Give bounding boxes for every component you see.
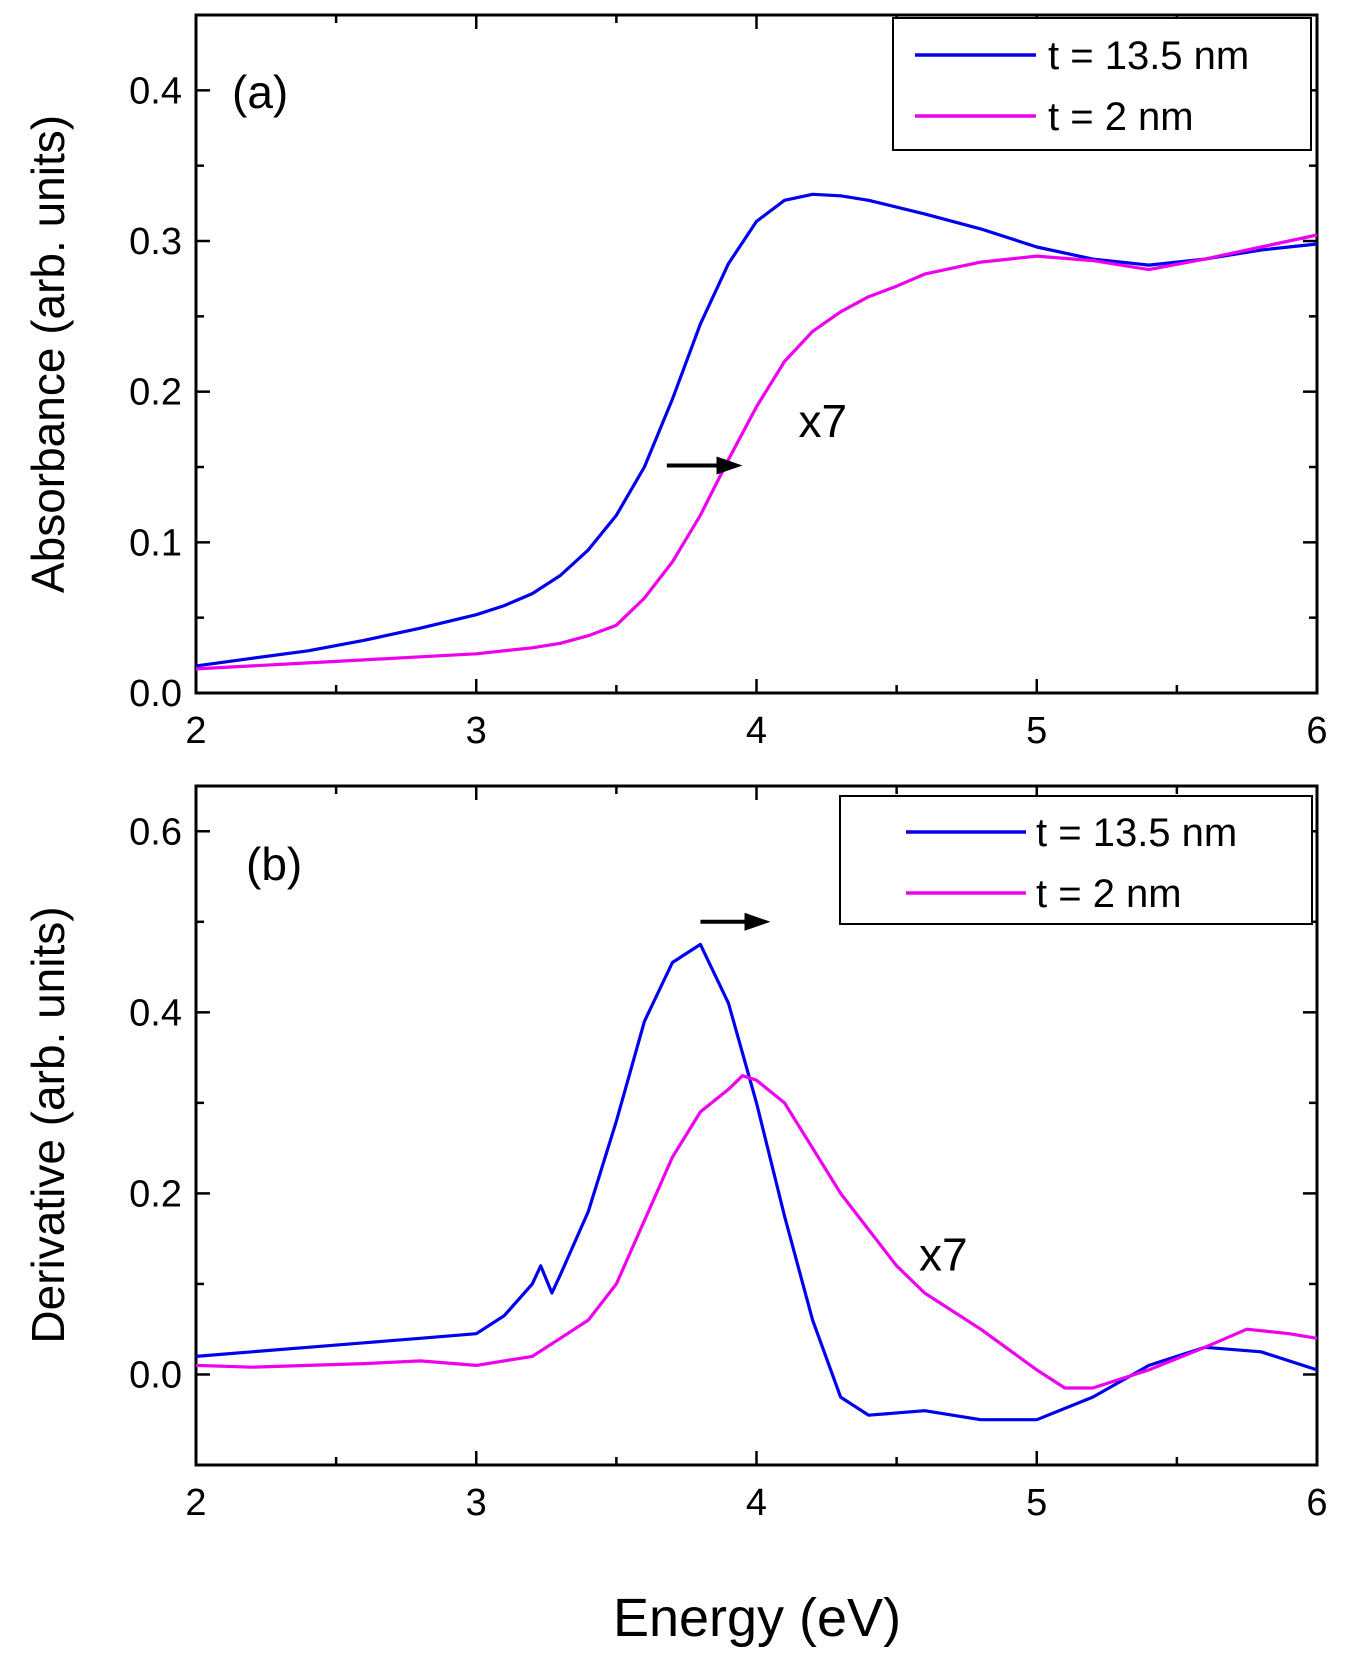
y-tick-label: 0.1 [129,522,182,564]
panel-b-y-tick-labels: 0.0 0.2 0.4 0.6 [129,811,182,1396]
x-tick-label: 3 [466,710,487,752]
panel-a-scale-annotation: x7 [799,395,848,447]
y-tick-label: 0.4 [129,70,182,112]
panel-a-legend: t = 13.5 nm t = 2 nm [892,17,1312,151]
panel-a-ticks [194,13,1319,695]
panel-b-legend-box [839,795,1313,925]
y-tick-label: 0.0 [129,1354,182,1396]
x-tick-label: 4 [746,710,767,752]
y-tick-label: 0.2 [129,372,182,414]
panel-a: 2 3 4 5 6 0.0 0.1 0.2 0.3 0.4 (a) x7 Absorbance … [22,13,1328,752]
x-tick-label: 4 [746,1482,767,1524]
panel-b-legend-label-1: t = 2 nm [1036,872,1182,916]
panel-b-scale-annotation: x7 [919,1228,968,1280]
series-line-0 [195,192,1318,668]
panel-a-legend-box [892,17,1312,151]
panel-a-series [195,192,1318,671]
series-line-1 [195,1074,1318,1390]
panel-b-legend: t = 13.5 nm t = 2 nm [839,795,1313,925]
panel-b-x-tick-labels: 2 3 4 5 6 [185,1482,1327,1524]
arrow-head [744,912,771,931]
x-tick-label: 6 [1306,1482,1327,1524]
panel-a-label: (a) [232,66,288,118]
panel-b-label: (b) [246,838,302,890]
panel-a-legend-label-0: t = 13.5 nm [1048,34,1249,78]
panel-b: 2 3 4 5 6 0.0 0.2 0.4 0.6 (b) x7 Derivative (ar… [22,784,1328,1648]
panel-b-shift-arrow [700,912,771,931]
panel-a-y-tick-labels: 0.0 0.1 0.2 0.3 0.4 [129,70,182,715]
x-tick-label: 5 [1026,1482,1047,1524]
x-tick-label: 2 [185,1482,206,1524]
x-tick-label: 3 [466,1482,487,1524]
panel-a-x-tick-labels: 2 3 4 5 6 [185,710,1327,752]
x-tick-label: 6 [1306,710,1327,752]
series-line-1 [195,233,1318,671]
y-tick-label: 0.3 [129,221,182,263]
x-tick-label: 5 [1026,710,1047,752]
y-tick-label: 0.0 [129,673,182,715]
x-tick-label: 2 [185,710,206,752]
y-tick-label: 0.2 [129,1173,182,1215]
panel-b-ticks [194,786,1319,1467]
panel-b-legend-label-0: t = 13.5 nm [1036,811,1237,855]
panel-b-y-axis-label: Derivative (arb. units) [22,906,74,1343]
panel-a-legend-label-1: t = 2 nm [1048,95,1194,139]
y-tick-label: 0.4 [129,992,182,1034]
panel-a-y-axis-label: Absorbance (arb. units) [22,115,74,593]
series-line-0 [195,942,1318,1422]
panel-b-series [195,942,1318,1422]
x-axis-label: Energy (eV) [613,1588,901,1648]
panel-a-shift-arrow [666,456,743,475]
arrow-head [716,456,743,475]
y-tick-label: 0.6 [129,811,182,853]
